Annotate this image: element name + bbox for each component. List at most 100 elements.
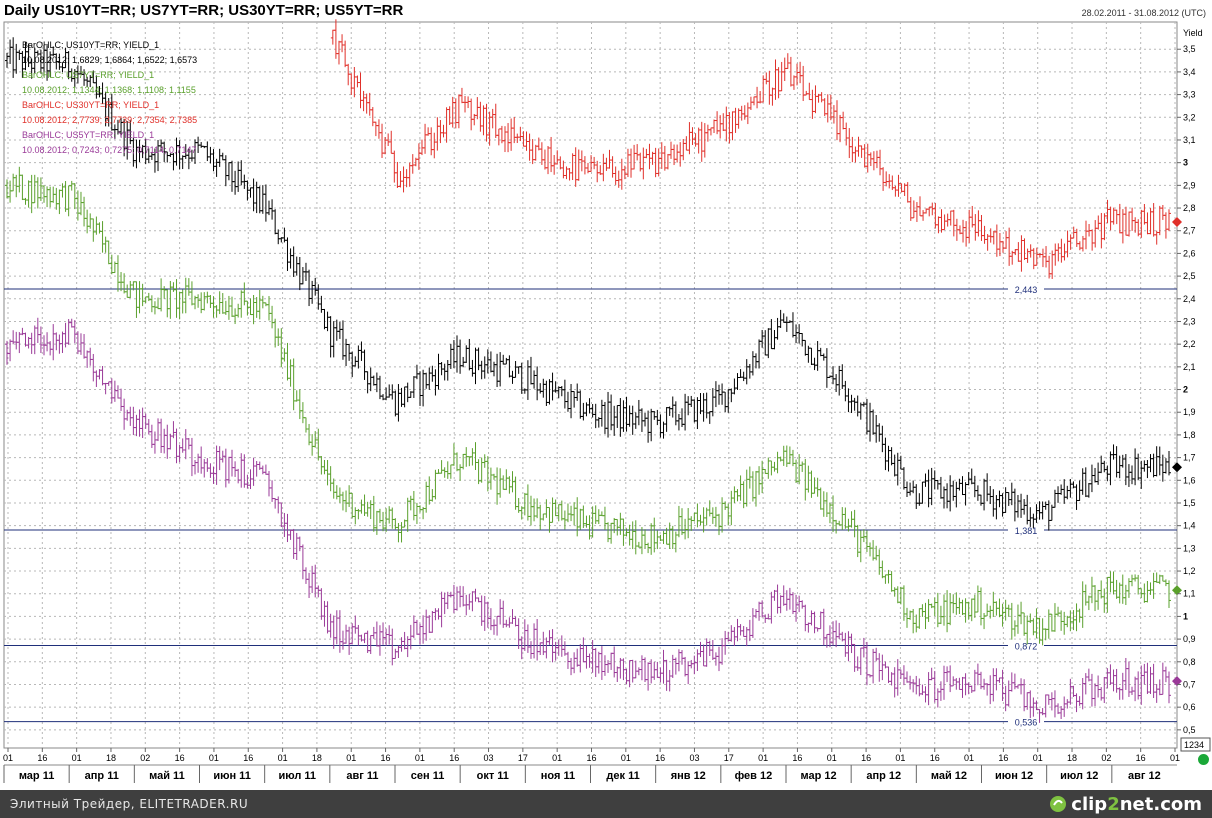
x-day-label: 01 [72,753,82,763]
y-tick-label: 2,6 [1183,248,1196,258]
y-tick-label: 3,1 [1183,135,1196,145]
last-value-marker [1172,462,1182,473]
x-day-label: 01 [895,753,905,763]
x-day-label: 03 [689,753,699,763]
level-label-bg [1008,523,1044,536]
x-day-label: 18 [312,753,322,763]
y-tick-label: 1,3 [1183,543,1196,553]
x-month-label: сен 11 [411,770,445,782]
series-US10YT=RR [5,37,1171,531]
y-tick-label: 2,2 [1183,339,1196,349]
level-label: 1,381 [1015,526,1038,536]
y-tick-label: 1 [1183,611,1188,621]
y-tick-label: 1,6 [1183,475,1196,485]
last-value-marker [1172,585,1182,596]
x-day-label: 17 [518,753,528,763]
y-tick-label: 0,9 [1183,634,1196,644]
level-label: 0,536 [1015,718,1038,728]
price-bars [5,19,1171,723]
footer-bar: Элитный Трейдер, ELITETRADER.RU clip2net… [0,790,1212,818]
y-tick-label: 3,4 [1183,67,1196,77]
y-tick-label: 1,8 [1183,430,1196,440]
x-day-label: 18 [106,753,116,763]
x-month-label: окт 11 [477,770,509,782]
x-day-label: 01 [758,753,768,763]
x-day-label: 16 [175,753,185,763]
legend: BarOHLC; US10YT=RR; YIELD_1 10.08.2012; 1… [22,40,197,155]
legend-values: 10.08.2012; 1,1344; 1,1368; 1,1108; 1,11… [22,85,196,95]
y-tick-label: 3,2 [1183,112,1196,122]
legend-title: BarOHLC; US7YT=RR; YIELD_1 [22,70,154,80]
x-month-label: июл 11 [278,770,316,782]
y-tick-label: 1,7 [1183,453,1196,463]
x-month-label: авг 11 [346,770,378,782]
y-tick-label: 2,3 [1183,316,1196,326]
y-tick-label: 2,9 [1183,180,1196,190]
x-day-label: 16 [792,753,802,763]
clip-logo-icon [1050,796,1067,812]
x-day-label: 16 [449,753,459,763]
y-tick-label: 2,4 [1183,294,1196,304]
x-day-label: 16 [861,753,871,763]
x-month-label: ноя 11 [541,770,575,782]
y-tick-label: 2,7 [1183,226,1196,236]
y-tick-label: 1,1 [1183,589,1196,599]
date-range-label: 28.02.2011 - 31.08.2012 (UTC) [1081,8,1206,18]
x-axis: 1234 01 16 01 18 02 16 01 16 01 18 01 16 01 16 03 17 01 1… [3,737,1211,783]
horizontal-levels: 2,443 1,381 0,872 0,536 [4,283,1177,728]
x-month-label: мар 11 [19,770,55,782]
x-month-label: май 12 [931,770,967,782]
y-tick-label: 0,6 [1183,702,1196,712]
legend-title: BarOHLC; US10YT=RR; YIELD_1 [22,40,159,50]
level-label-bg [1008,283,1044,296]
x-day-label: 01 [1170,753,1180,763]
footer-credit: Элитный Трейдер, ELITETRADER.RU [10,797,249,811]
y-tick-label: 1,4 [1183,521,1196,531]
clip2net-wordmark: clip2net.com [1071,793,1202,815]
x-month-label: янв 12 [671,770,706,782]
legend-title: BarOHLC; US5YT=RR; YIELD_1 [22,130,154,140]
y-tick-label: 2,8 [1183,203,1196,213]
y-tick-label: 0,7 [1183,679,1196,689]
level-label: 2,443 [1015,285,1038,295]
legend-values: 10.08.2012; 2,7739; 2,7739; 2,7354; 2,73… [22,115,197,125]
level-label-bg [1008,715,1044,728]
x-day-label: 16 [37,753,47,763]
ohlc-chart: 2,443 1,381 0,872 0,536 BarOHLC; US10YT=RR;… [3,19,1211,783]
chart-title: Daily US10YT=RR; US7YT=RR; US30YT=RR; US… [4,2,404,19]
x-month-label: июн 11 [213,770,251,782]
y-tick-label: 2,5 [1183,271,1196,281]
x-value-box-label: 1234 [1184,740,1204,750]
x-month-label: июн 12 [995,770,1033,782]
x-day-label: 16 [243,753,253,763]
y-tick-label: 3 [1183,158,1188,168]
x-day-label: 16 [1136,753,1146,763]
x-day-label: 16 [381,753,391,763]
x-month-label: июл 12 [1060,770,1098,782]
level-label-bg [1008,639,1044,652]
x-month-label: мар 12 [801,770,837,782]
y-tick-label: 1,2 [1183,566,1196,576]
series-US5YT=RR [5,317,1171,723]
y-tick-label: 3,5 [1183,44,1196,54]
y-axis-label: Yield [1183,28,1203,38]
plot-area [3,21,1178,749]
legend-values: 10.08.2012; 0,7243; 0,7275; 0,7114; 0,71… [22,145,197,155]
x-day-label: 01 [827,753,837,763]
x-day-label: 01 [964,753,974,763]
x-day-label: 01 [552,753,562,763]
x-day-label: 03 [484,753,494,763]
x-value-box [1180,737,1211,752]
last-value-marker [1172,216,1182,227]
clip2net-logo: clip2net.com [1049,793,1202,815]
series-US7YT=RR [5,166,1171,646]
x-day-label: 02 [1101,753,1111,763]
grid-layer [4,22,1177,748]
y-tick-label: 3,3 [1183,90,1196,100]
last-value-markers [1172,216,1182,687]
y-tick-label: 0,5 [1183,725,1196,735]
x-day-label: 16 [655,753,665,763]
x-day-label: 02 [140,753,150,763]
x-day-label: 16 [586,753,596,763]
x-month-label: авг 12 [1128,770,1161,782]
